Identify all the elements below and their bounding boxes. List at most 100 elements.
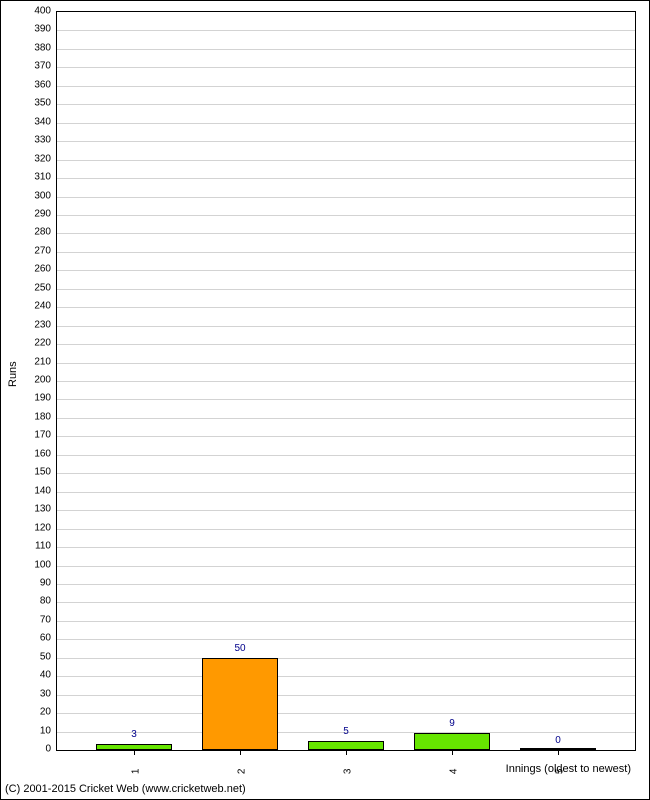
- y-tick-label: 60: [40, 633, 51, 644]
- gridline: [57, 510, 635, 511]
- x-tick-label: 4: [448, 769, 459, 775]
- gridline: [57, 695, 635, 696]
- gridline: [57, 399, 635, 400]
- bar-value-label: 9: [449, 718, 455, 729]
- y-tick-label: 370: [34, 61, 51, 72]
- x-tick-mark: [134, 750, 135, 755]
- gridline: [57, 123, 635, 124]
- gridline: [57, 602, 635, 603]
- bar-value-label: 50: [234, 643, 245, 654]
- y-tick-label: 210: [34, 356, 51, 367]
- y-tick-label: 120: [34, 522, 51, 533]
- y-tick-label: 300: [34, 190, 51, 201]
- chart-container: 350590 Runs Innings (oldest to newest) (…: [0, 0, 650, 800]
- bar: [414, 733, 490, 750]
- x-tick-label: 2: [236, 769, 247, 775]
- y-tick-label: 70: [40, 614, 51, 625]
- gridline: [57, 326, 635, 327]
- copyright-text: (C) 2001-2015 Cricket Web (www.cricketwe…: [5, 783, 246, 795]
- gridline: [57, 307, 635, 308]
- y-tick-label: 270: [34, 245, 51, 256]
- y-tick-label: 380: [34, 42, 51, 53]
- y-tick-label: 250: [34, 282, 51, 293]
- gridline: [57, 104, 635, 105]
- plot-area: 3 50 5 9 0: [56, 11, 636, 751]
- x-tick-label: 1: [130, 769, 141, 775]
- y-tick-label: 110: [35, 541, 51, 552]
- y-tick-label: 170: [34, 430, 51, 441]
- y-tick-label: 140: [34, 485, 51, 496]
- gridline: [57, 141, 635, 142]
- x-tick-mark: [558, 750, 559, 755]
- y-tick-label: 40: [40, 670, 51, 681]
- x-tick-label: 5: [554, 769, 565, 775]
- gridline: [57, 49, 635, 50]
- gridline: [57, 270, 635, 271]
- gridline: [57, 492, 635, 493]
- y-tick-label: 260: [34, 264, 51, 275]
- gridline: [57, 160, 635, 161]
- y-tick-label: 310: [34, 172, 51, 183]
- y-tick-label: 0: [45, 744, 51, 755]
- gridline: [57, 621, 635, 622]
- gridline: [57, 418, 635, 419]
- y-tick-label: 330: [34, 135, 51, 146]
- x-tick-mark: [346, 750, 347, 755]
- y-tick-label: 400: [34, 6, 51, 17]
- gridline: [57, 584, 635, 585]
- gridline: [57, 67, 635, 68]
- gridline: [57, 30, 635, 31]
- y-tick-label: 390: [34, 24, 51, 35]
- y-tick-label: 100: [34, 559, 51, 570]
- y-tick-label: 320: [34, 153, 51, 164]
- x-tick-label: 3: [342, 769, 353, 775]
- bar-value-label: 0: [555, 735, 561, 746]
- gridline: [57, 436, 635, 437]
- y-tick-label: 30: [40, 688, 51, 699]
- bar-value-label: 5: [343, 726, 349, 737]
- gridline: [57, 639, 635, 640]
- gridline: [57, 529, 635, 530]
- gridline: [57, 566, 635, 567]
- x-tick-mark: [452, 750, 453, 755]
- gridline: [57, 215, 635, 216]
- y-tick-label: 160: [34, 448, 51, 459]
- y-tick-label: 240: [34, 301, 51, 312]
- gridline: [57, 178, 635, 179]
- y-tick-label: 220: [34, 338, 51, 349]
- bar: [202, 658, 278, 750]
- y-tick-label: 350: [34, 98, 51, 109]
- y-axis-label: Runs: [7, 361, 19, 387]
- gridline: [57, 233, 635, 234]
- gridline: [57, 381, 635, 382]
- y-tick-label: 340: [34, 116, 51, 127]
- gridline: [57, 658, 635, 659]
- y-tick-label: 150: [34, 467, 51, 478]
- y-tick-label: 200: [34, 375, 51, 386]
- y-tick-label: 290: [34, 208, 51, 219]
- y-tick-label: 20: [40, 707, 51, 718]
- x-tick-mark: [240, 750, 241, 755]
- y-tick-label: 360: [34, 79, 51, 90]
- gridline: [57, 547, 635, 548]
- gridline: [57, 289, 635, 290]
- gridline: [57, 252, 635, 253]
- gridline: [57, 676, 635, 677]
- gridline: [57, 455, 635, 456]
- bar: [308, 741, 384, 750]
- gridline: [57, 86, 635, 87]
- gridline: [57, 344, 635, 345]
- y-tick-label: 180: [34, 411, 51, 422]
- y-tick-label: 10: [40, 725, 51, 736]
- gridline: [57, 197, 635, 198]
- y-tick-label: 130: [34, 504, 51, 515]
- gridline: [57, 713, 635, 714]
- y-tick-label: 230: [34, 319, 51, 330]
- y-tick-label: 50: [40, 651, 51, 662]
- y-tick-label: 280: [34, 227, 51, 238]
- gridline: [57, 473, 635, 474]
- y-tick-label: 80: [40, 596, 51, 607]
- y-tick-label: 90: [40, 577, 51, 588]
- x-axis-label: Innings (oldest to newest): [506, 763, 631, 775]
- bar-value-label: 3: [131, 729, 137, 740]
